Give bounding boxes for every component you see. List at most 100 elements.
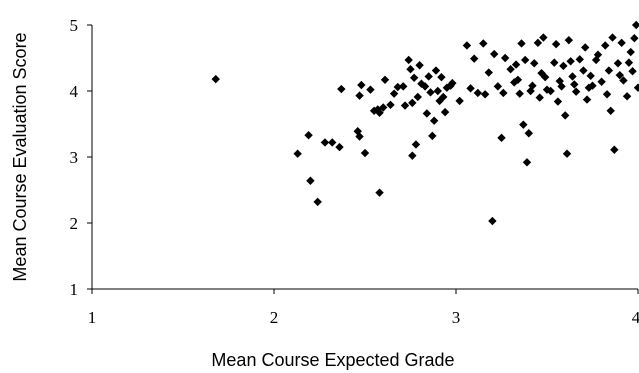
data-point — [566, 57, 575, 66]
x-tick-label: 1 — [88, 308, 97, 327]
data-point — [484, 68, 493, 77]
data-point — [586, 71, 595, 81]
data-point — [360, 148, 370, 158]
data-point — [524, 129, 533, 138]
data-point — [424, 72, 433, 81]
x-tick-label: 2 — [270, 308, 279, 327]
data-point — [537, 68, 546, 78]
data-point — [415, 61, 424, 70]
y-tick-label: 4 — [70, 82, 79, 101]
data-point — [631, 20, 639, 30]
data-point — [515, 89, 524, 98]
data-point — [328, 138, 337, 147]
data-point — [493, 82, 503, 91]
data-point — [601, 41, 610, 50]
data-point — [575, 55, 584, 64]
data-point — [557, 82, 566, 91]
data-point — [540, 72, 550, 82]
data-point — [597, 77, 606, 86]
data-point — [335, 142, 344, 152]
data-point — [506, 65, 515, 74]
data-point — [499, 88, 508, 98]
data-point — [428, 131, 437, 141]
data-point — [602, 90, 612, 99]
data-point — [355, 91, 364, 100]
x-axis-title: Mean Course Expected Grade — [211, 350, 454, 370]
data-point — [608, 33, 617, 42]
data-point — [304, 131, 313, 140]
data-point — [559, 61, 568, 71]
data-point — [619, 76, 628, 85]
data-point — [437, 72, 446, 82]
data-point — [470, 54, 479, 63]
data-point — [411, 140, 421, 149]
data-point — [313, 197, 322, 207]
data-point — [355, 132, 364, 141]
data-point — [488, 216, 497, 226]
data-point — [490, 49, 499, 59]
data-point — [613, 59, 623, 68]
data-point — [433, 86, 442, 96]
data-point — [500, 53, 510, 63]
data-point — [550, 58, 559, 67]
y-axis-title: Mean Course Evaluation Score — [10, 32, 30, 281]
data-point — [431, 66, 441, 75]
data-point — [539, 33, 548, 42]
data-point — [584, 83, 594, 92]
data-point — [426, 88, 435, 97]
data-point — [533, 38, 543, 48]
data-point — [535, 93, 544, 102]
data-point — [357, 80, 366, 90]
x-tick-label: 3 — [452, 308, 461, 327]
data-point — [564, 35, 574, 45]
data-point — [570, 80, 579, 89]
data-point — [379, 103, 388, 112]
data-point — [610, 145, 619, 154]
data-point — [617, 38, 626, 48]
data-point — [593, 50, 603, 59]
data-point — [393, 82, 402, 92]
data-point — [604, 66, 614, 75]
data-point — [408, 98, 417, 108]
data-point — [633, 83, 639, 92]
data-point — [306, 176, 315, 185]
data-point — [622, 92, 632, 101]
data-point — [561, 111, 570, 120]
data-point — [630, 34, 639, 43]
data-point — [422, 109, 432, 118]
data-point — [520, 55, 530, 65]
data-point — [440, 107, 450, 117]
data-point — [386, 100, 395, 110]
y-tick-label: 1 — [70, 280, 79, 299]
data-point — [369, 106, 379, 115]
data-point — [337, 84, 346, 94]
data-point — [400, 101, 410, 110]
data-point — [420, 82, 430, 91]
data-point — [606, 106, 615, 115]
data-point — [399, 82, 408, 91]
data-point — [551, 39, 561, 49]
data-point — [389, 89, 399, 98]
data-point — [404, 55, 413, 65]
data-point — [581, 43, 590, 52]
data-point — [571, 87, 581, 96]
data-point — [628, 67, 637, 76]
axis-ticks: 1 2 3 4 5 1 2 3 4 — [70, 16, 639, 327]
data-point — [293, 149, 302, 158]
data-point — [530, 59, 539, 68]
data-point — [497, 133, 506, 143]
data-point — [568, 72, 577, 81]
data-point — [624, 58, 634, 67]
data-point — [473, 88, 483, 98]
data-point — [448, 78, 457, 88]
data-point — [579, 66, 588, 75]
data-point — [413, 92, 422, 102]
x-tick-label: 4 — [632, 308, 639, 327]
data-point — [375, 188, 384, 197]
data-point — [526, 86, 535, 96]
data-point — [513, 75, 523, 84]
data-point — [435, 96, 444, 106]
data-point — [429, 116, 439, 125]
data-points — [211, 20, 639, 226]
